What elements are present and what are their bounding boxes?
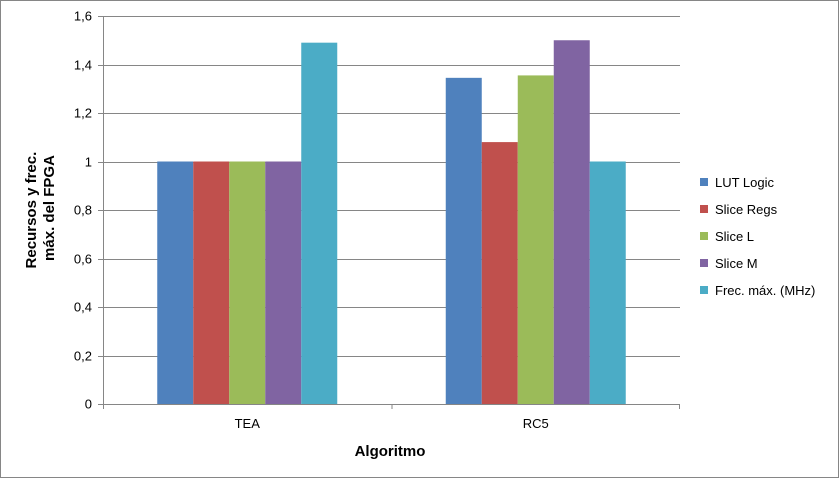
bar-rc5-5 — [589, 161, 626, 404]
x-tick-label: TEA — [235, 416, 261, 431]
y-tick-label: 0,2 — [74, 349, 92, 364]
y-axis-title-line-1: Recursos y frec. — [23, 152, 40, 269]
bar-rc5-3 — [517, 75, 554, 404]
legend-swatch — [700, 259, 708, 267]
y-tick-label: 0,8 — [74, 203, 92, 218]
y-tick-label: 1 — [85, 155, 92, 170]
x-tick-label: RC5 — [523, 416, 549, 431]
y-tick-label: 0 — [85, 397, 92, 412]
bar-rc5-4 — [553, 40, 590, 404]
legend: LUT Logic Slice Regs Slice L Slice M Frec. m… — [700, 175, 815, 298]
x-axis-title: Algoritmo — [355, 443, 426, 460]
y-tick-label: 0,6 — [74, 252, 92, 267]
y-tick-label: 1,2 — [74, 106, 92, 121]
y-tick-label: 1,6 — [74, 9, 92, 24]
bar-tea-3 — [229, 161, 266, 404]
legend-label: Slice Regs — [715, 202, 778, 217]
legend-label: Slice M — [715, 256, 758, 271]
legend-swatch — [700, 286, 708, 294]
bar-tea-2 — [193, 161, 230, 404]
legend-swatch — [700, 232, 708, 240]
legend-label: Frec. máx. (MHz) — [715, 283, 815, 298]
tick-labels: 0 0,2 0,4 0,6 0,8 1 1,2 1,4 1,6 TEA RC5 — [74, 9, 549, 432]
y-axis-title-line-2: máx. del FPGA — [41, 155, 58, 261]
bar-tea-1 — [157, 161, 194, 404]
axes — [98, 16, 680, 409]
legend-swatch — [700, 178, 708, 186]
bar-tea-5 — [301, 42, 338, 405]
bar-tea-4 — [265, 161, 302, 404]
legend-label: LUT Logic — [715, 175, 775, 190]
legend-label: Slice L — [715, 229, 754, 244]
legend-swatch — [700, 205, 708, 213]
y-axis-title: Recursos y frec. máx. del FPGA — [23, 148, 58, 269]
y-tick-label: 1,4 — [74, 58, 92, 73]
bar-rc5-1 — [445, 77, 482, 405]
y-tick-label: 0,4 — [74, 300, 92, 315]
bar-rc5-2 — [481, 142, 518, 404]
bars — [157, 40, 626, 405]
